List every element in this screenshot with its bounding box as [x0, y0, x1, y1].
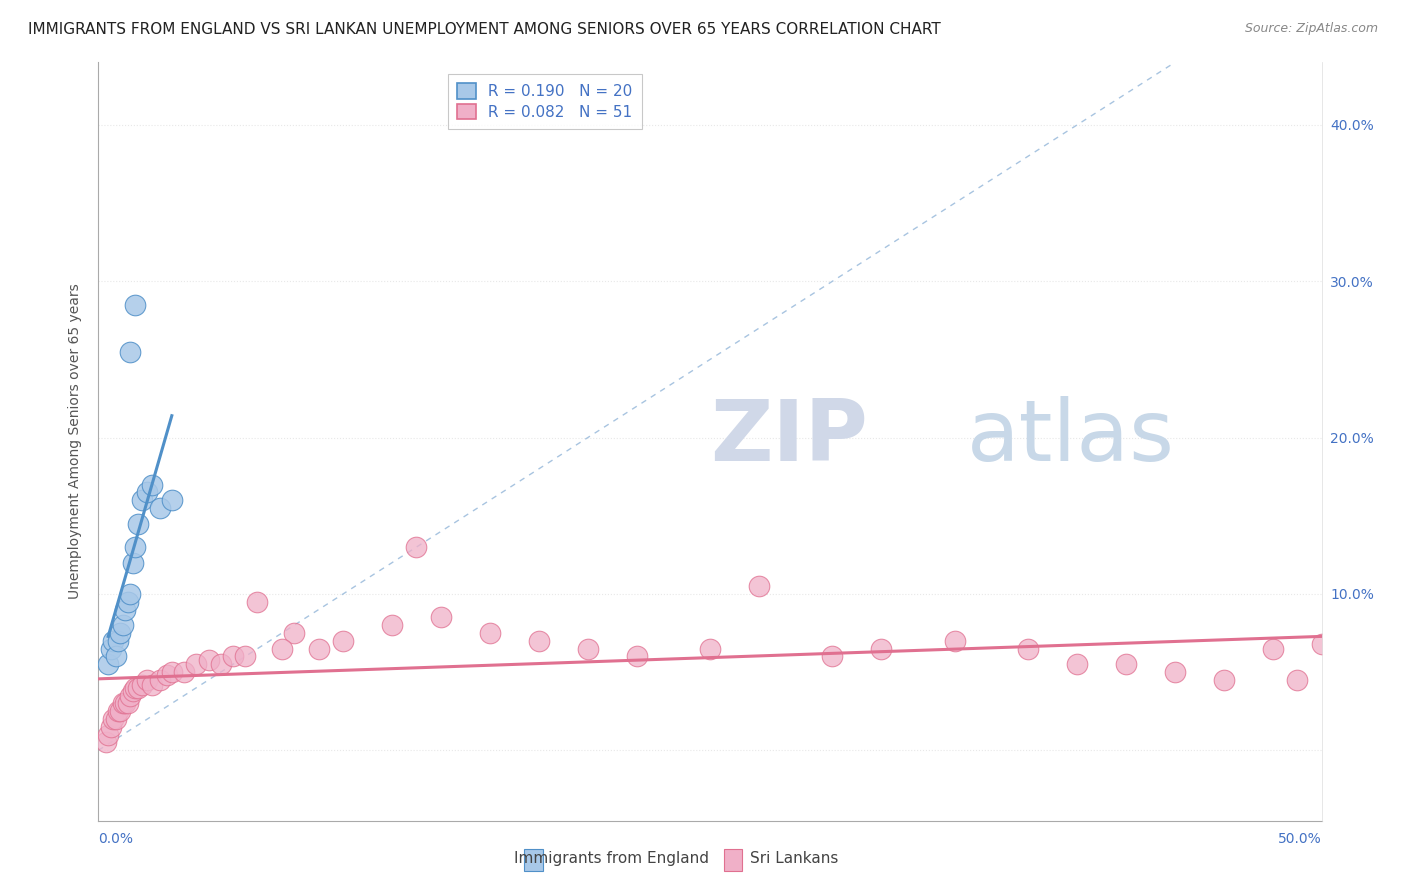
Point [699, 641, 721, 656]
Point [107, 633, 129, 648]
Point [114, 602, 136, 616]
Text: 50.0%: 50.0% [1278, 831, 1322, 846]
Point [1286, 673, 1309, 687]
Point [405, 540, 427, 554]
Point [124, 540, 146, 554]
Point [117, 697, 139, 711]
Point [209, 657, 232, 672]
Point [246, 595, 269, 609]
Point [97, 657, 120, 672]
Point [332, 633, 354, 648]
Point [114, 697, 136, 711]
Point [576, 641, 599, 656]
Point [173, 665, 195, 680]
Point [120, 587, 142, 601]
Point [127, 681, 149, 695]
Point [1310, 637, 1333, 651]
Point [117, 595, 139, 609]
Point [160, 665, 183, 680]
Point [104, 712, 127, 726]
Point [111, 618, 134, 632]
Text: Immigrants from England: Immigrants from England [515, 851, 709, 865]
Point [1066, 657, 1088, 672]
Point [1164, 665, 1187, 680]
Text: 0.0%: 0.0% [98, 831, 134, 846]
Point [127, 516, 149, 531]
Point [1115, 657, 1137, 672]
Point [748, 579, 770, 593]
Point [478, 626, 501, 640]
Point [870, 641, 893, 656]
Point [1261, 641, 1284, 656]
Point [104, 649, 127, 664]
Point [110, 704, 132, 718]
Point [527, 633, 550, 648]
Point [107, 704, 129, 718]
Point [160, 493, 183, 508]
Point [149, 500, 172, 515]
Point [120, 344, 142, 359]
Text: atlas: atlas [967, 396, 1175, 479]
Point [136, 673, 159, 687]
Point [186, 657, 208, 672]
Point [233, 649, 256, 664]
Point [430, 610, 453, 624]
Point [1017, 641, 1039, 656]
Point [308, 641, 330, 656]
Point [283, 626, 305, 640]
Text: IMMIGRANTS FROM ENGLAND VS SRI LANKAN UNEMPLOYMENT AMONG SENIORS OVER 65 YEARS C: IMMIGRANTS FROM ENGLAND VS SRI LANKAN UN… [28, 22, 941, 37]
Point [101, 712, 124, 726]
Point [100, 720, 122, 734]
Point [141, 477, 163, 491]
Point [94, 735, 117, 749]
Point [943, 633, 966, 648]
Point [110, 626, 132, 640]
Y-axis label: Unemployment Among Seniors over 65 years: Unemployment Among Seniors over 65 years [69, 284, 83, 599]
Point [197, 652, 219, 666]
Point [1212, 673, 1234, 687]
Point [131, 678, 153, 692]
Point [97, 728, 120, 742]
Point [101, 633, 124, 648]
Point [124, 298, 146, 312]
Legend:  R = 0.190   N = 20,  R = 0.082   N = 51: R = 0.190 N = 20, R = 0.082 N = 51 [449, 74, 641, 128]
Point [100, 641, 122, 656]
Point [131, 493, 153, 508]
Point [121, 556, 143, 570]
Point [120, 689, 142, 703]
Point [149, 673, 172, 687]
Point [121, 684, 143, 698]
Point [136, 485, 159, 500]
Point [626, 649, 648, 664]
Text: Source: ZipAtlas.com: Source: ZipAtlas.com [1244, 22, 1378, 36]
Text: Sri Lankans: Sri Lankans [751, 851, 838, 865]
Point [270, 641, 294, 656]
Point [124, 681, 146, 695]
Text: ZIP: ZIP [710, 396, 868, 479]
Point [111, 697, 134, 711]
Point [156, 668, 179, 682]
Point [222, 649, 245, 664]
Point [381, 618, 404, 632]
Point [821, 649, 844, 664]
Point [141, 678, 163, 692]
